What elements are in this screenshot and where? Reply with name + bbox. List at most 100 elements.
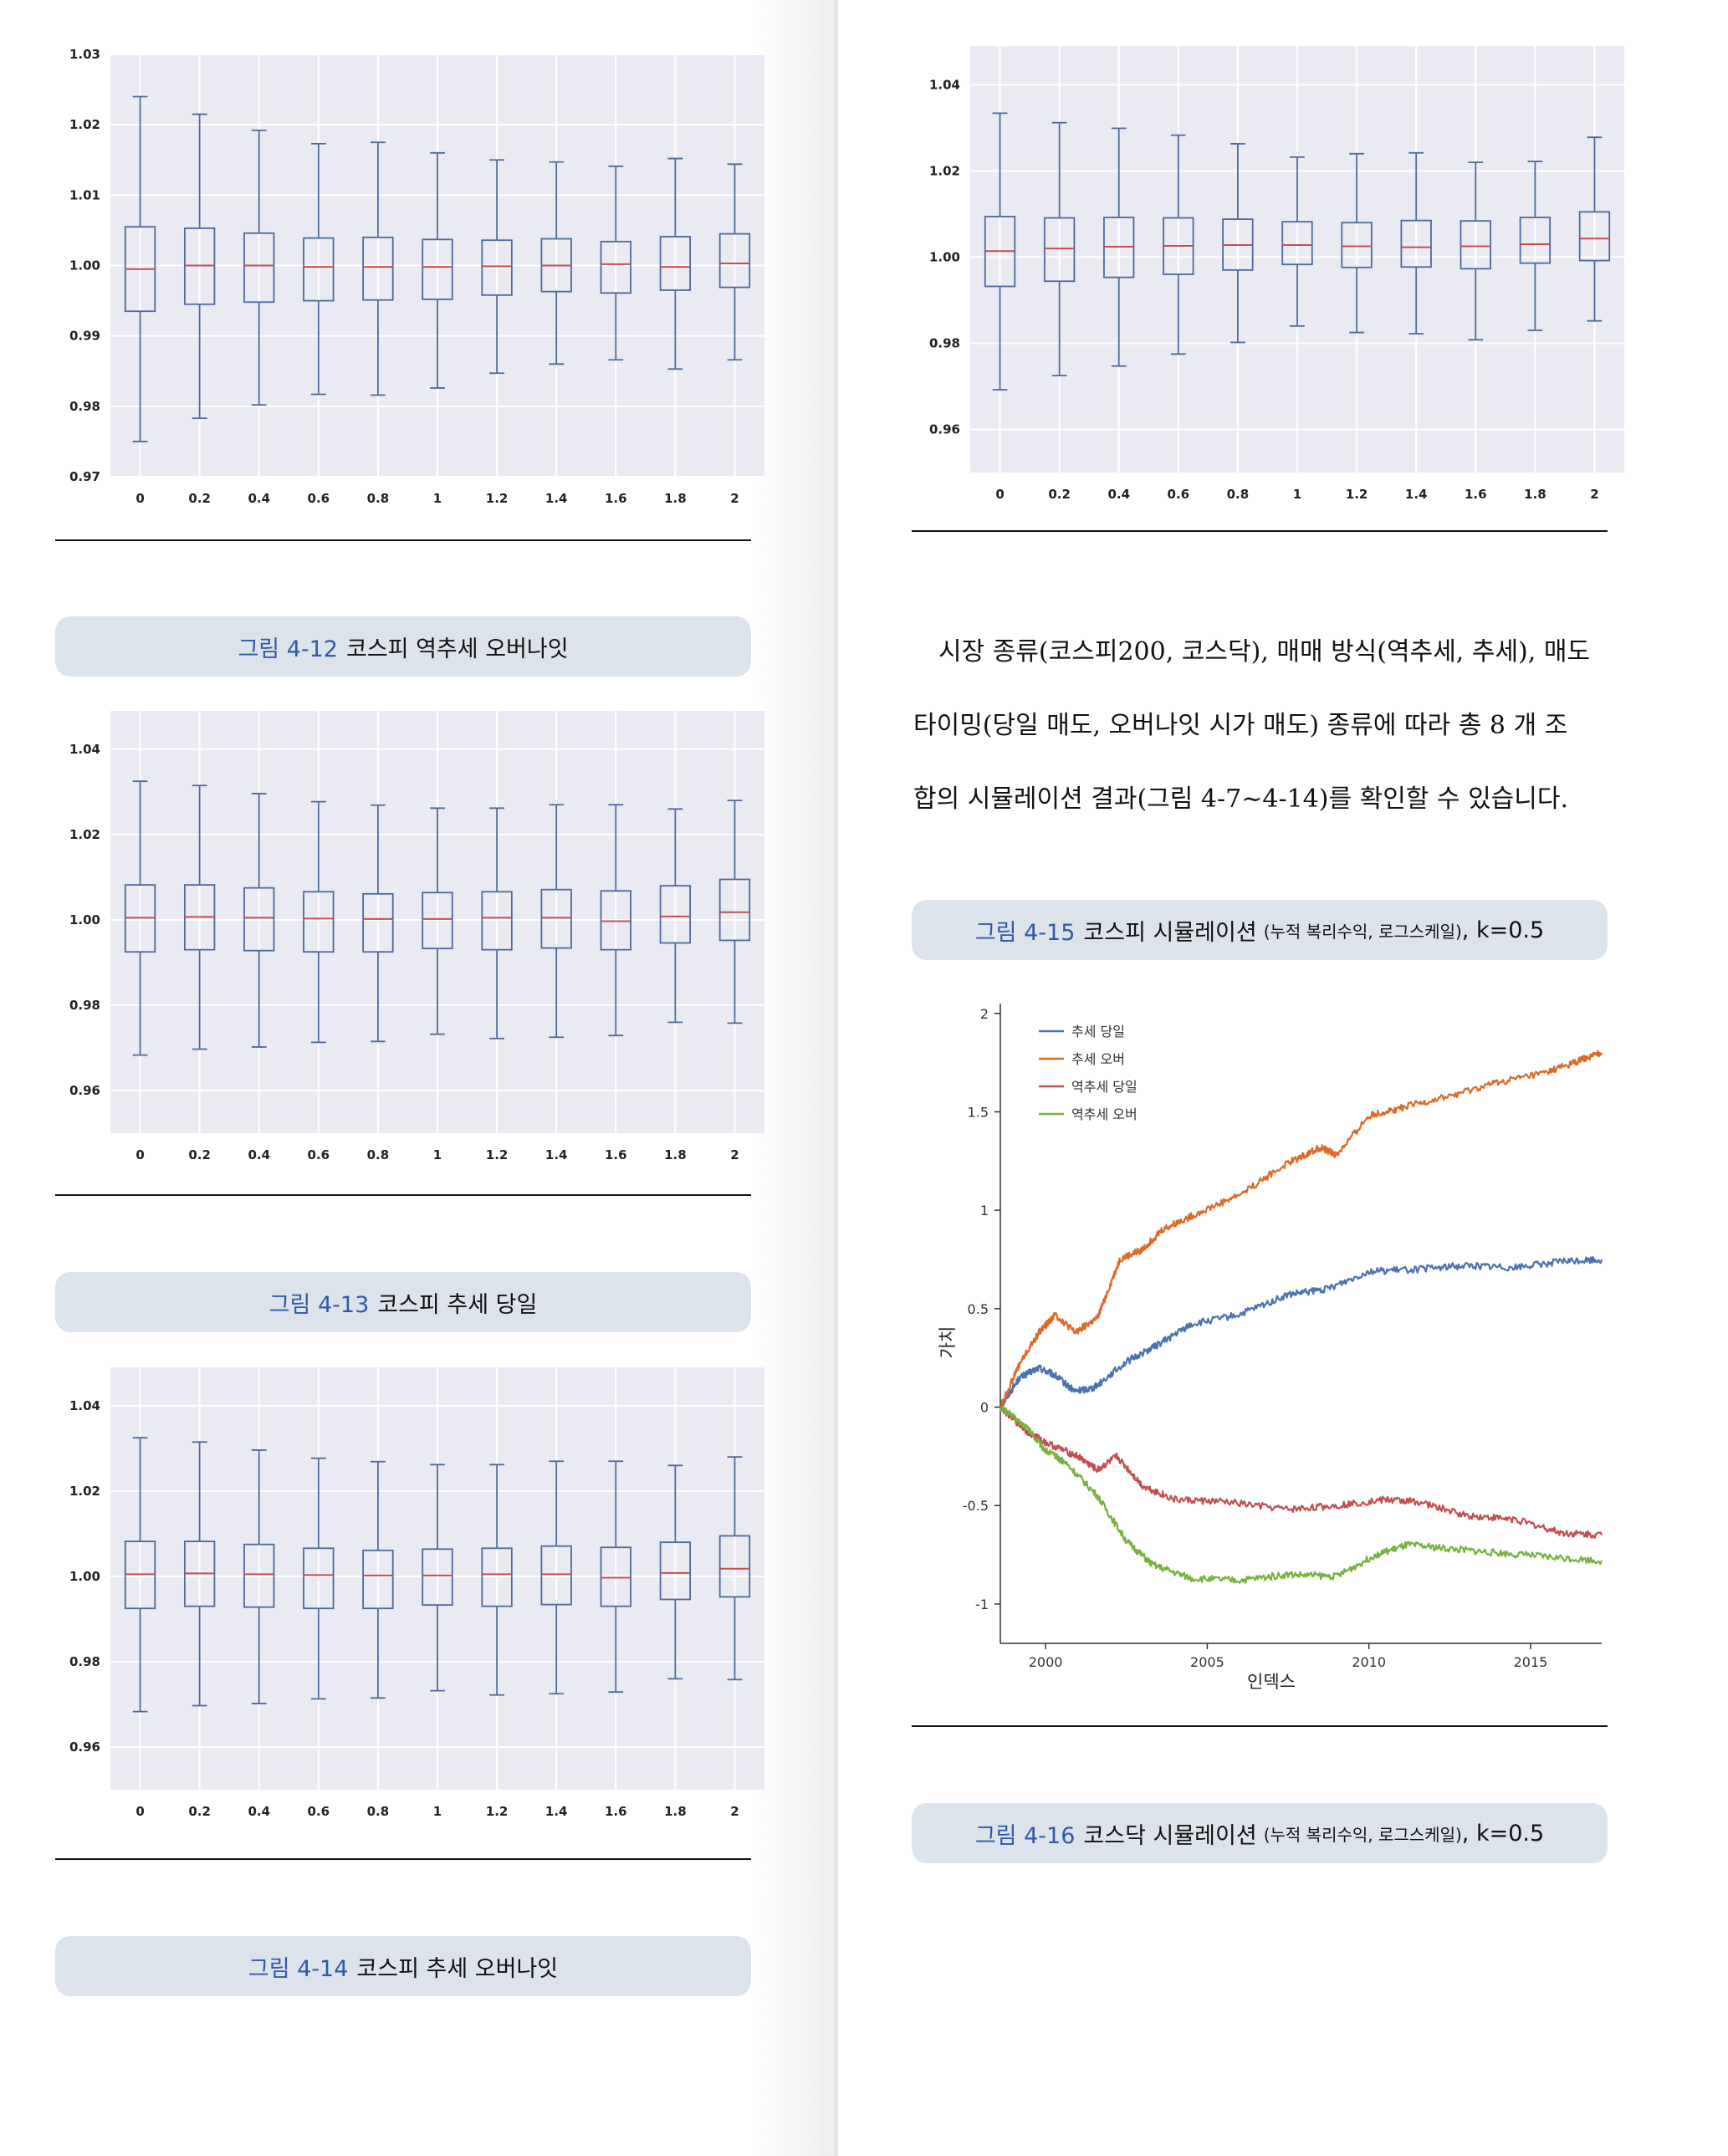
x-tick-label: 0.2 (188, 1804, 211, 1819)
box (481, 1464, 513, 1696)
x-tick-label: 0.2 (188, 1147, 211, 1162)
x-axis-label: 인덱스 (1247, 1672, 1296, 1692)
box (659, 157, 692, 370)
iqr-box (303, 891, 335, 953)
legend-label: 역추세 오버 (1071, 1106, 1138, 1122)
y-tick-label: -0.5 (963, 1498, 989, 1514)
iqr-box (303, 237, 335, 302)
x-tick-label: 2 (1590, 487, 1598, 502)
x-tick-label: 0.6 (308, 1147, 330, 1162)
x-tick-label: 0 (135, 491, 144, 506)
box (243, 1449, 275, 1704)
paragraph-line: 타이밍(당일 매도, 오버나잇 시가 매도) 종류에 따라 총 8 개 조 (913, 711, 1568, 740)
box (1578, 136, 1611, 322)
y-tick-label: 1.00 (69, 258, 100, 273)
x-tick-label: 0 (135, 1147, 144, 1162)
x-tick-label: 2005 (1190, 1654, 1224, 1670)
page-gutter-shadow (753, 0, 836, 2156)
box (600, 165, 631, 361)
caption-title: 코스닥 시뮬레이션 (1083, 1822, 1257, 1849)
box (362, 804, 394, 1043)
caption-tail: , k=0.5 (1461, 917, 1545, 943)
x-tick-label: 1.2 (486, 1804, 509, 1819)
x-tick-label: 0.4 (248, 1147, 270, 1162)
series-line (999, 1256, 1603, 1409)
y-tick-label: 0.98 (69, 998, 100, 1013)
boxplot-chart: 0.96 0.98 1.00 1.02 1.04 0 0.2 0.4 0.6 0.8 1 1.2 1.4… (929, 46, 1624, 502)
y-tick-label: 1.00 (69, 912, 100, 927)
x-tick-label: 1.2 (486, 1147, 509, 1162)
caption-fig-4-15: 그림 4-15 코스피 시뮬레이션 (누적 복리수익, 로그스케일) , k=0… (912, 900, 1608, 960)
iqr-box (422, 238, 453, 300)
box (718, 1456, 751, 1681)
iqr-box (481, 239, 513, 296)
caption-tail: , k=0.5 (1461, 1820, 1545, 1847)
box (1222, 143, 1254, 344)
line-chart: 2 1.5 1 0.5 0 -0.5 -1 2000 2005 2010 2015 추세 당일추세 … (938, 1004, 1603, 1692)
iqr-box (1043, 217, 1076, 283)
x-tick-label: 1.8 (664, 1804, 687, 1819)
boxplot-chart: 0.96 0.98 1.00 1.02 1.04 0 0.2 0.4 0.6 0.8 1 1.2 1.4… (69, 1367, 764, 1819)
x-tick-label: 2010 (1352, 1654, 1386, 1670)
box (540, 1460, 572, 1695)
iqr-box (1400, 219, 1432, 268)
figure-rule (912, 530, 1608, 532)
box (183, 784, 216, 1050)
y-tick-label: 1 (980, 1203, 989, 1218)
x-tick-label: 0.4 (248, 491, 270, 506)
caption-fig-4-12: 그림 4-12 코스피 역추세 오버나잇 (55, 616, 751, 677)
y-tick-label: 0 (980, 1400, 989, 1416)
iqr-box (422, 892, 453, 950)
iqr-box (1519, 217, 1552, 264)
box (481, 159, 513, 375)
iqr-box (362, 1549, 394, 1610)
y-tick-label: 0.96 (69, 1083, 100, 1098)
figure-rule (55, 539, 751, 541)
box (303, 142, 335, 396)
iqr-box (1281, 221, 1313, 266)
caption-title: 코스피 추세 오버나잇 (356, 1955, 559, 1982)
x-tick-label: 1.4 (545, 491, 568, 506)
y-tick-label: 1.02 (929, 163, 960, 178)
caption-fig-4-13: 그림 4-13 코스피 추세 당일 (55, 1272, 751, 1332)
y-tick-label: 1.5 (968, 1104, 989, 1120)
box (659, 808, 692, 1024)
box (481, 807, 513, 1040)
y-tick-label: 1.03 (69, 47, 100, 62)
caption-number: 그림 4-12 (238, 636, 338, 662)
y-tick-label: 0.96 (69, 1740, 100, 1755)
x-tick-label: 1.6 (605, 1804, 627, 1819)
box (600, 1460, 631, 1694)
x-tick-label: 1 (433, 1147, 442, 1162)
iqr-box (481, 891, 513, 951)
x-tick-label: 0.2 (1048, 487, 1071, 502)
box (422, 151, 453, 389)
y-tick-label: 0.97 (69, 469, 100, 484)
y-tick-label: 2 (980, 1006, 989, 1022)
caption-fig-4-16: 그림 4-16 코스닥 시뮬레이션 (누적 복리수익, 로그스케일) , k=0… (912, 1803, 1608, 1863)
caption-fig-4-14: 그림 4-14 코스피 추세 오버나잇 (55, 1936, 751, 1996)
x-tick-label: 2015 (1514, 1654, 1548, 1670)
legend-label: 추세 오버 (1071, 1051, 1125, 1067)
caption-title: 코스피 역추세 오버나잇 (345, 636, 569, 662)
x-tick-label: 0.8 (1227, 487, 1250, 502)
iqr-box (243, 1543, 275, 1608)
box (124, 95, 156, 442)
x-tick-label: 1.4 (545, 1147, 568, 1162)
y-tick-label: 1.04 (69, 1398, 100, 1413)
x-tick-label: 2 (730, 1147, 739, 1162)
box (718, 800, 751, 1024)
iqr-box (1578, 211, 1611, 262)
y-tick-label: 0.98 (69, 399, 100, 414)
paragraph-line: 시장 종류(코스피200, 코스닥), 매매 방식(역추세, 추세), 매도 (938, 637, 1591, 667)
x-tick-label: 1 (433, 1804, 442, 1819)
box (362, 1460, 394, 1699)
y-tick-label: 1.00 (929, 249, 960, 264)
x-tick-label: 0.6 (308, 1804, 330, 1819)
y-tick-label: 1.02 (69, 1484, 100, 1499)
x-tick-label: 2 (730, 491, 739, 506)
caption-number: 그림 4-14 (248, 1955, 349, 1982)
iqr-box (540, 888, 572, 949)
iqr-box (362, 236, 394, 301)
legend-label: 역추세 당일 (1071, 1079, 1138, 1095)
